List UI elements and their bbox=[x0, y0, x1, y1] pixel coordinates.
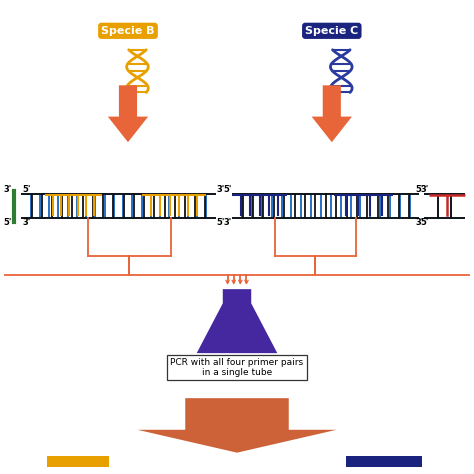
Text: 5': 5' bbox=[223, 185, 231, 194]
Text: Specie B: Specie B bbox=[101, 26, 155, 36]
Text: 5': 5' bbox=[415, 185, 423, 194]
Text: 3': 3' bbox=[23, 219, 31, 227]
Polygon shape bbox=[197, 289, 277, 353]
Text: 3': 3' bbox=[4, 185, 12, 194]
Polygon shape bbox=[137, 398, 337, 453]
Bar bbox=[346, 456, 422, 467]
Text: 3': 3' bbox=[415, 219, 423, 227]
Text: PCR with all four primer pairs
in a single tube: PCR with all four primer pairs in a sing… bbox=[171, 358, 303, 377]
Text: 5': 5' bbox=[217, 219, 225, 227]
Polygon shape bbox=[311, 85, 352, 142]
Text: 3': 3' bbox=[223, 219, 231, 227]
Bar bbox=[47, 456, 109, 467]
Polygon shape bbox=[108, 85, 148, 142]
Text: 5': 5' bbox=[420, 219, 429, 227]
Text: 5': 5' bbox=[3, 219, 12, 227]
Text: 3': 3' bbox=[420, 185, 428, 194]
Text: 3': 3' bbox=[217, 185, 225, 194]
Text: 5': 5' bbox=[23, 185, 31, 194]
Text: Specie C: Specie C bbox=[305, 26, 358, 36]
